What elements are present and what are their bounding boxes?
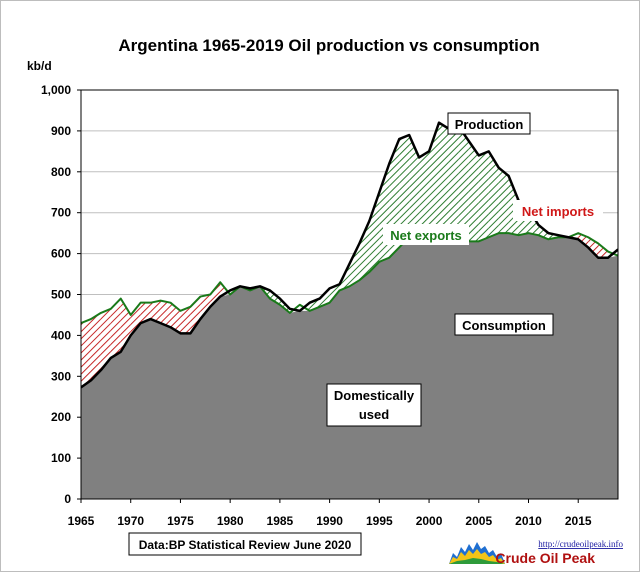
net-exports-band (458, 126, 469, 242)
net-exports-band (468, 141, 479, 242)
net-exports-label: Net exports (390, 228, 462, 243)
y-tick-label: 200 (51, 410, 71, 424)
domestic-label-box (326, 383, 422, 427)
net-exports-band (498, 167, 509, 234)
crude-oil-peak-logo (449, 542, 505, 564)
net-imports-band (130, 302, 141, 336)
net-imports-band (160, 300, 171, 328)
plot-area (81, 121, 618, 499)
y-tick-label: 500 (51, 288, 71, 302)
net-imports-band (100, 308, 111, 371)
net-exports-band (349, 243, 360, 287)
y-tick-label: 0 (64, 492, 71, 506)
net-exports-band (478, 151, 489, 242)
net-imports-band (150, 300, 161, 324)
net-exports-band (359, 220, 370, 281)
net-imports-band (598, 243, 609, 258)
net-exports-band (439, 122, 449, 242)
net-imports-band (210, 282, 221, 307)
net-exports-band (409, 134, 420, 242)
logo-url[interactable]: http://crudeoilpeak.info (538, 539, 623, 549)
net-imports-band (190, 296, 201, 334)
x-tick-label: 1980 (217, 514, 244, 528)
net-imports-band (140, 302, 151, 324)
domestic-label-line2: used (359, 407, 389, 422)
production-label-box (447, 112, 531, 135)
y-axis-unit: kb/d (27, 59, 52, 73)
net-imports-band (81, 319, 91, 388)
source-note-box (128, 532, 362, 556)
y-tick-label: 700 (51, 206, 71, 220)
net-exports-band (448, 126, 459, 238)
net-exports-label-box (383, 224, 469, 245)
x-tick-label: 1995 (366, 514, 393, 528)
net-imports-label: Net imports (522, 204, 594, 219)
y-tick-label: 300 (51, 369, 71, 383)
source-note: Data:BP Statistical Review June 2020 (139, 538, 352, 552)
net-exports-band (399, 134, 410, 248)
chart-title: Argentina 1965-2019 Oil production vs co… (118, 36, 539, 55)
x-tick-label: 1970 (117, 514, 144, 528)
x-tick-label: 1985 (267, 514, 294, 528)
domestic-use-area (81, 233, 618, 499)
net-exports-band (369, 192, 380, 273)
y-tick-label: 600 (51, 247, 71, 261)
net-imports-band (110, 298, 121, 358)
x-tick-label: 2000 (416, 514, 443, 528)
y-tick-label: 800 (51, 165, 71, 179)
domestic-label-line1: Domestically (334, 388, 415, 403)
x-tick-label: 1975 (167, 514, 194, 528)
net-imports-band (180, 306, 191, 334)
net-imports-band (170, 302, 181, 334)
consumption-line (81, 232, 618, 325)
consumption-label-box (454, 313, 554, 336)
y-tick-label: 400 (51, 328, 71, 342)
net-exports-band (429, 122, 439, 242)
net-imports-band (200, 294, 211, 320)
y-tick-label: 1,000 (41, 83, 71, 97)
net-imports-label-box (513, 200, 603, 221)
x-tick-label: 1965 (68, 514, 95, 528)
x-tick-label: 2005 (465, 514, 492, 528)
net-imports-band (90, 312, 101, 381)
x-tick-label: 2010 (515, 514, 542, 528)
logo-name: Crude Oil Peak (495, 550, 595, 566)
axis-ticks: 0 100 200 300 400 500 600 700 800 900 1,000 1965 197… (41, 83, 592, 528)
x-tick-label: 1990 (316, 514, 343, 528)
net-exports-band (419, 151, 430, 242)
net-exports-band (488, 151, 499, 238)
x-tick-label: 2015 (565, 514, 592, 528)
consumption-label: Consumption (462, 318, 546, 333)
net-exports-band (319, 288, 330, 307)
production-label: Production (455, 117, 524, 132)
y-tick-label: 100 (51, 451, 71, 465)
y-tick-label: 900 (51, 124, 71, 138)
